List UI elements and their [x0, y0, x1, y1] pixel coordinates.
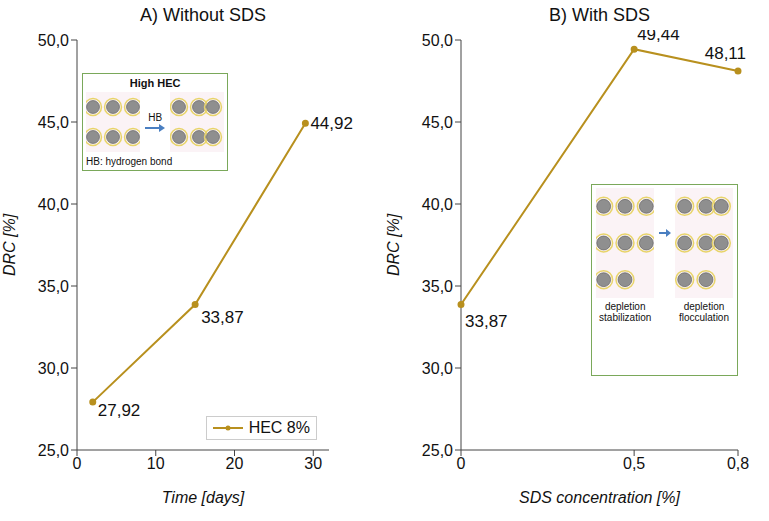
svg-text:25,0: 25,0 — [422, 442, 453, 459]
html-text:depletion flocculation: depletion flocculation — [679, 300, 729, 323]
svg-text:33,87: 33,87 — [465, 312, 508, 331]
html-text:HB: HB — [148, 112, 163, 123]
svg-text:0: 0 — [73, 455, 82, 472]
svg-text:DRC [%]: DRC [%] — [385, 213, 402, 276]
svg-text:50,0: 50,0 — [422, 32, 453, 49]
html-text:HB: hydrogen bond: HB: hydrogen bond — [86, 156, 173, 168]
svg-text:0: 0 — [457, 455, 466, 472]
svg-text:DRC [%]: DRC [%] — [1, 213, 18, 276]
svg-text:40,0: 40,0 — [422, 196, 453, 213]
svg-text:0,5: 0,5 — [623, 455, 645, 472]
svg-text:10: 10 — [147, 455, 165, 472]
html-text:HEC 8%: HEC 8% — [248, 419, 310, 436]
svg-text:33,87: 33,87 — [201, 308, 244, 327]
svg-text:30: 30 — [304, 455, 322, 472]
svg-text:50,0: 50,0 — [38, 32, 69, 49]
svg-text:45,0: 45,0 — [38, 114, 69, 131]
svg-text:35,0: 35,0 — [38, 278, 69, 295]
html-text:depletion stabilization: depletion stabilization — [599, 300, 652, 323]
svg-text:49,44: 49,44 — [637, 30, 680, 44]
html-text:High HEC: High HEC — [129, 76, 181, 89]
svg-text:0,8: 0,8 — [727, 455, 749, 472]
html-text:A) Without SDS: A) Without SDS — [140, 5, 266, 25]
svg-text:25,0: 25,0 — [38, 442, 69, 459]
svg-text:30,0: 30,0 — [38, 360, 69, 377]
svg-text:45,0: 45,0 — [422, 114, 453, 131]
html-text:B) With SDS: B) With SDS — [549, 5, 650, 25]
svg-text:Time [days]: Time [days] — [162, 489, 245, 506]
svg-text:40,0: 40,0 — [38, 196, 69, 213]
svg-text:48,11: 48,11 — [705, 44, 746, 63]
svg-text:30,0: 30,0 — [422, 360, 453, 377]
svg-text:20: 20 — [226, 455, 244, 472]
svg-text:SDS concentration [%]: SDS concentration [%] — [519, 489, 681, 506]
svg-text:44,92: 44,92 — [310, 114, 353, 133]
svg-text:27,92: 27,92 — [98, 401, 141, 420]
svg-text:35,0: 35,0 — [422, 278, 453, 295]
